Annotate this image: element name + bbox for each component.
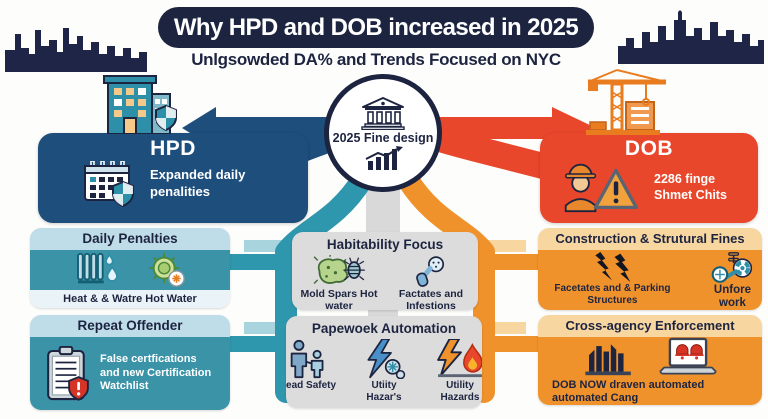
habitability-title: Habitability Focus bbox=[326, 237, 444, 252]
bug-icon bbox=[343, 257, 365, 281]
habitability-box: Habitability Focus bbox=[292, 232, 478, 310]
construction-title: Construction & Strutural Fines bbox=[538, 228, 762, 250]
bell-icon bbox=[675, 344, 690, 360]
apartment-building-icon bbox=[103, 75, 177, 134]
cross-agency-caption: DOB NOW draven automated automated Cang bbox=[552, 379, 705, 404]
dob-box: DOB 2286 finge Shmet Chits bbox=[540, 133, 758, 223]
bell-icon bbox=[689, 344, 704, 360]
city-skyline-left-icon bbox=[5, 28, 147, 72]
hub-label: 2025 Fine design bbox=[332, 131, 434, 145]
center-hub: 2025 Fine design bbox=[324, 74, 442, 192]
mold-bug-icon bbox=[313, 255, 365, 284]
shield-icon bbox=[112, 180, 134, 207]
growth-chart-icon bbox=[365, 146, 403, 170]
radiator-icon bbox=[77, 252, 118, 284]
repeat-offender-title: Repeat Offender bbox=[30, 315, 230, 337]
teal-connector-band bbox=[216, 169, 373, 403]
fire-hazard-icon bbox=[437, 339, 482, 378]
page-title: Why HPD and DOB increased in 2025 bbox=[158, 7, 594, 48]
construction-box: Construction & Strutural Fines Facetates… bbox=[538, 228, 762, 310]
hpd-box: HPD Expanded daily penalities bbox=[38, 133, 308, 223]
daily-penalties-caption: Heat & & Watre Hot Water bbox=[30, 290, 230, 308]
page-subtitle: Unlgsowded DA% and Trends Focused on NYC bbox=[191, 50, 561, 69]
construction-crane-icon bbox=[586, 69, 667, 135]
city-skyline-right-icon bbox=[618, 10, 764, 64]
orange-connector-band bbox=[397, 169, 554, 403]
bar-chart-icon bbox=[585, 344, 631, 376]
dob-caption: 2286 finge Shmet Chits bbox=[654, 171, 727, 202]
inspection-gear-icon bbox=[712, 252, 753, 283]
shield-icon bbox=[155, 104, 177, 132]
cross-agency-title: Cross-agency Enforcement bbox=[538, 315, 762, 337]
clipboard-icon bbox=[47, 345, 89, 401]
dob-title: DOB bbox=[624, 137, 674, 160]
family-icon bbox=[290, 339, 324, 379]
repeat-offender-box: Repeat Offender False certfications and … bbox=[30, 315, 230, 410]
construction-item-caption: Facetates and & Parking Structures bbox=[554, 283, 671, 306]
calendar-penalty-icon bbox=[84, 161, 134, 207]
hpd-title: HPD bbox=[150, 137, 196, 160]
germ-icon bbox=[148, 252, 185, 287]
warning-shield-icon bbox=[68, 375, 89, 401]
cracks-icon bbox=[595, 252, 631, 282]
paperwork-title: Papewoek Automation bbox=[311, 321, 457, 336]
electric-hazard-icon bbox=[367, 339, 406, 379]
cross-agency-box: Cross-agency Enforcement bbox=[538, 315, 762, 405]
habitability-item-caption: Mold Spars Hot water bbox=[300, 288, 378, 310]
paperwork-box: Papewoek Automation Lead Safety bbox=[286, 316, 482, 408]
paperwork-item-caption: Utility Hazards bbox=[440, 380, 480, 403]
worker-warning-icon bbox=[564, 163, 638, 213]
construction-item-caption: Unfore work bbox=[713, 283, 751, 309]
daily-penalties-title: Daily Penalties bbox=[30, 228, 230, 250]
paperwork-item-caption: Lead Safety bbox=[286, 380, 337, 391]
paperwork-item-caption: Utiity Hazar's bbox=[366, 380, 402, 403]
bank-icon bbox=[361, 97, 405, 130]
habitability-item-caption: Factates and Infestions bbox=[398, 288, 464, 310]
laptop-alerts-icon bbox=[659, 337, 717, 375]
daily-penalties-box: Daily Penalties bbox=[30, 228, 230, 308]
hpd-caption: Expanded daily penalities bbox=[150, 167, 246, 199]
repeat-offender-caption: False certfications and new Certificatio… bbox=[100, 353, 212, 393]
water-drop-icon bbox=[105, 253, 118, 282]
shower-icon bbox=[416, 256, 445, 287]
